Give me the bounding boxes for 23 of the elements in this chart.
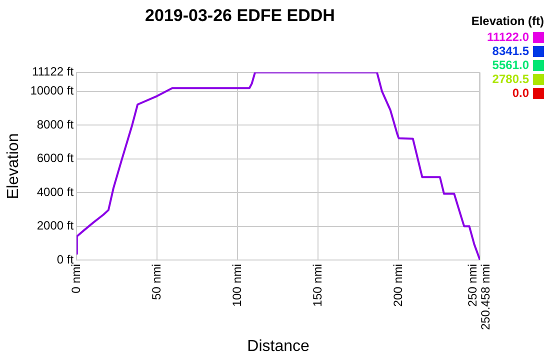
y-tick-label: 4000 ft (36, 184, 74, 199)
color-bar-label: 2780.5 (492, 72, 529, 86)
y-tick-label: 2000 ft (36, 218, 74, 233)
chart-title: 2019-03-26 EDFE EDDH (145, 6, 335, 25)
y-tick-label: 8000 ft (36, 117, 74, 132)
color-bar-label: 8341.5 (492, 44, 529, 58)
x-tick-label: 250 nmi (465, 264, 480, 307)
color-bar-label: 0.0 (512, 86, 529, 100)
y-tick-label: 11122 ft (32, 64, 74, 79)
x-tick-label: 50 nmi (149, 264, 164, 300)
color-bar-label: 5561.0 (492, 58, 529, 72)
x-tick-label: 150 nmi (310, 264, 324, 307)
color-bar-title: Elevation (ft) (471, 14, 544, 28)
color-bar-label: 11122.0 (486, 30, 529, 44)
y-tick-label: 10000 ft (30, 84, 74, 98)
x-tick-label: 250.458 nmi (478, 264, 492, 330)
y-tick-label: 6000 ft (36, 151, 74, 166)
x-tick-label: 0 nmi (68, 264, 83, 294)
y-tick-label: 0 ft (56, 252, 74, 266)
x-axis-title: Distance (247, 338, 310, 355)
x-tick-label: 100 nmi (230, 264, 244, 307)
y-axis-title: Elevation (5, 133, 22, 200)
x-tick-label: 200 nmi (391, 264, 406, 307)
